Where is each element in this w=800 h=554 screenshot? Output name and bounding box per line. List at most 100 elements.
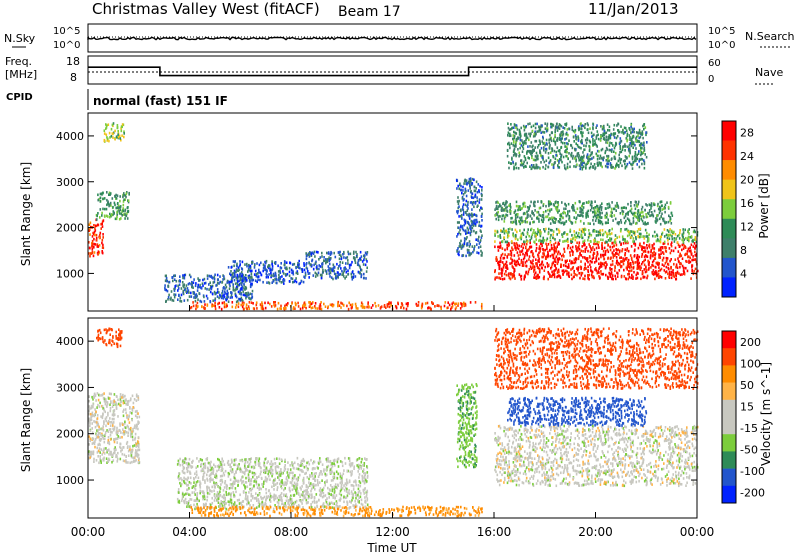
power-cell xyxy=(340,267,342,270)
velocity-cell xyxy=(122,459,125,463)
power-cell xyxy=(528,138,530,142)
power-cell xyxy=(632,220,635,223)
power-cell xyxy=(521,145,524,149)
power-cell xyxy=(587,123,589,127)
power-cell xyxy=(194,299,197,303)
power-cell xyxy=(115,217,118,221)
velocity-cell xyxy=(114,437,117,441)
power-cell xyxy=(417,304,420,307)
power-cell xyxy=(619,249,621,253)
power-cell xyxy=(271,265,274,268)
power-cell xyxy=(448,303,451,307)
power-cell xyxy=(271,262,273,266)
power-cell xyxy=(584,250,586,253)
power-cell xyxy=(507,142,509,146)
velocity-cell xyxy=(116,426,118,430)
power-cell xyxy=(99,192,102,196)
power-cell xyxy=(592,275,595,278)
power-cell xyxy=(531,217,533,220)
power-cell xyxy=(506,154,509,158)
power-cell xyxy=(536,122,538,126)
velocity-cell xyxy=(117,431,119,435)
power-cell xyxy=(513,126,515,129)
power-cell xyxy=(232,285,235,289)
power-cell xyxy=(513,242,515,245)
velocity-cell xyxy=(136,455,139,458)
power-cell xyxy=(595,137,598,140)
power-cell xyxy=(238,297,240,301)
power-cell xyxy=(575,142,577,145)
power-cell xyxy=(510,142,513,145)
power-cell xyxy=(469,177,472,180)
power-cell xyxy=(572,253,574,256)
power-cell xyxy=(254,269,257,273)
power-cell xyxy=(540,131,542,134)
power-cell xyxy=(619,158,621,162)
power-cell xyxy=(506,214,509,217)
power-cell xyxy=(573,165,575,168)
power-cell xyxy=(581,163,583,167)
power-cell xyxy=(580,213,582,217)
power-cell xyxy=(216,283,218,287)
power-cell xyxy=(466,236,468,239)
power-cell xyxy=(643,259,645,263)
power-cell xyxy=(531,145,533,149)
power-cell xyxy=(327,265,330,268)
power-cell xyxy=(561,254,563,258)
power-cell xyxy=(267,275,269,279)
power-cell xyxy=(653,203,655,207)
power-cell xyxy=(525,135,528,138)
velocity-cell xyxy=(88,435,91,438)
power-cell xyxy=(584,138,587,142)
power-cell xyxy=(333,269,335,273)
power-cell xyxy=(629,254,632,257)
power-cell xyxy=(607,218,609,222)
power-cell xyxy=(307,270,309,273)
power-cell xyxy=(461,243,464,247)
beam-label: Beam 17 xyxy=(338,4,401,20)
power-cell xyxy=(282,272,285,275)
power-cell xyxy=(305,262,308,265)
power-cell xyxy=(226,304,228,308)
power-cell xyxy=(625,212,627,216)
power-cell xyxy=(288,274,291,278)
power-cell xyxy=(512,154,515,157)
power-cell xyxy=(577,152,580,155)
velocity-cell xyxy=(107,441,109,445)
power-cell xyxy=(558,166,561,169)
power-cell xyxy=(222,278,224,281)
power-cell xyxy=(514,209,517,212)
power-cell xyxy=(233,271,236,274)
power-cell xyxy=(473,247,475,250)
power-cell xyxy=(231,291,233,295)
power-cell xyxy=(642,271,644,275)
power-cell xyxy=(543,252,545,255)
power-cell xyxy=(596,145,598,148)
power-cell xyxy=(589,127,591,130)
power-cell xyxy=(516,246,519,249)
power-cell xyxy=(561,258,563,262)
power-cell xyxy=(245,287,248,290)
power-cell xyxy=(538,130,540,133)
power-cell xyxy=(120,127,122,130)
power-cell xyxy=(359,257,361,260)
nave-label: Nave xyxy=(755,66,783,79)
power-cell xyxy=(663,242,665,245)
velocity-cell xyxy=(104,410,106,414)
power-cell xyxy=(223,295,226,299)
power-cell xyxy=(124,198,126,201)
power-cell xyxy=(171,276,174,279)
power-cell xyxy=(356,253,358,256)
power-cell xyxy=(580,233,583,237)
power-cell xyxy=(640,215,643,218)
power-cell xyxy=(118,212,121,215)
power-cell xyxy=(598,157,601,160)
power-cell xyxy=(666,257,669,260)
power-cell xyxy=(504,262,507,266)
power-cell xyxy=(512,266,514,269)
power-cell xyxy=(305,254,308,258)
power-cell xyxy=(516,259,519,263)
power-cell xyxy=(521,264,524,267)
power-cell xyxy=(128,191,130,195)
power-cell xyxy=(515,216,517,220)
